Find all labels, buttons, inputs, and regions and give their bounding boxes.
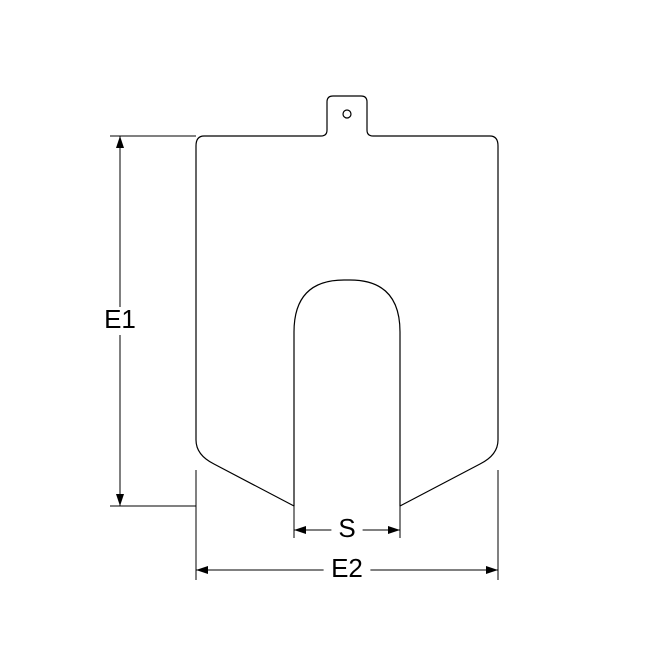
dimension-label-E1: E1 — [104, 304, 136, 334]
arrow-bottom — [116, 494, 124, 506]
arrow-right — [388, 526, 400, 534]
dimension-label-E2: E2 — [331, 553, 363, 583]
arrow-left — [196, 566, 208, 574]
arrow-right — [486, 566, 498, 574]
hang-hole — [343, 110, 351, 118]
shim-outline — [196, 96, 498, 506]
dimension-E1: E1 — [102, 136, 196, 506]
dimension-S: S — [294, 500, 400, 543]
dimension-label-S: S — [338, 513, 355, 543]
arrow-top — [116, 136, 124, 148]
arrow-left — [294, 526, 306, 534]
shim-dimension-diagram: E1 S E2 — [0, 0, 670, 670]
